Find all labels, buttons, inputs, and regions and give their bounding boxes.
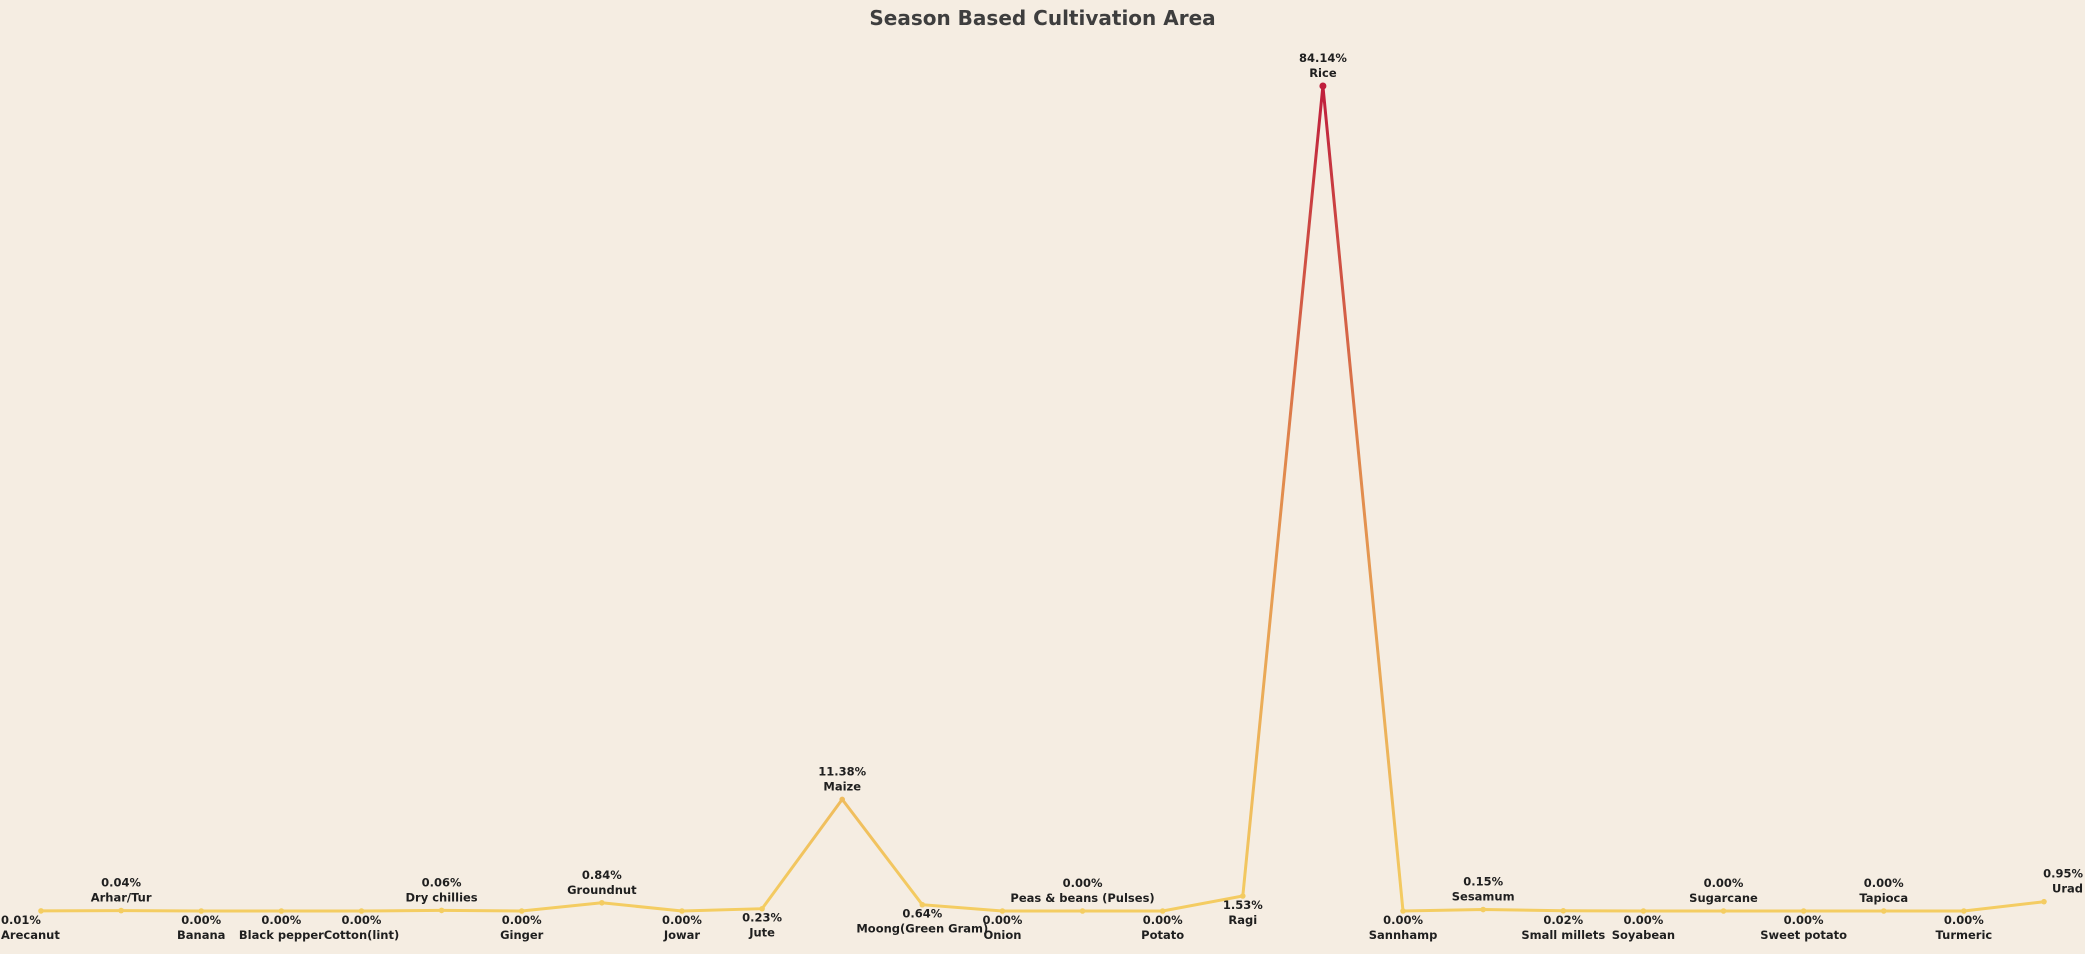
category-label-jute: Jute [748, 926, 775, 940]
category-label-sannhamp: Sannhamp [1369, 928, 1438, 942]
data-point-rice[interactable] [1319, 82, 1327, 90]
data-point-maize[interactable] [839, 796, 845, 803]
value-label-soyabean: 0.00% [1623, 913, 1663, 927]
value-label-urad: 0.95% [2043, 867, 2083, 881]
data-point-small-millets[interactable] [1560, 908, 1567, 914]
data-point-ragi[interactable] [1240, 893, 1246, 899]
value-label-small-millets: 0.02% [1543, 913, 1583, 927]
data-point-moong-green-gram[interactable] [919, 901, 926, 908]
data-point-urad[interactable] [2041, 898, 2047, 905]
category-label-arecanut: Arecanut [1, 928, 60, 942]
data-point-onion[interactable] [999, 908, 1006, 914]
data-point-black-pepper[interactable] [278, 908, 285, 914]
category-label-sugarcane: Sugarcane [1689, 891, 1758, 905]
chart-title: Season Based Cultivation Area [869, 6, 1216, 30]
data-point-banana[interactable] [198, 908, 205, 914]
data-labels-layer: 0.01%Arecanut0.04%Arhar/Tur0.00%Banana0.… [1, 51, 2083, 942]
category-label-maize: Maize [823, 779, 861, 793]
data-point-peas-beans-pulses[interactable] [1079, 908, 1086, 914]
data-point-turmeric[interactable] [1961, 908, 1967, 914]
data-point-cotton-lint[interactable] [358, 908, 365, 914]
value-label-maize: 11.38% [818, 764, 866, 778]
value-label-moong-green-gram: 0.64% [902, 907, 942, 921]
category-label-onion: Onion [983, 928, 1021, 942]
data-point-sweet-potato[interactable] [1800, 908, 1807, 914]
value-label-peas-beans-pulses: 0.00% [1063, 876, 1103, 890]
data-point-dry-chillies[interactable] [438, 907, 445, 914]
category-label-moong-green-gram: Moong(Green Gram) [856, 922, 988, 936]
category-label-ragi: Ragi [1228, 913, 1257, 927]
data-point-arhar-tur[interactable] [118, 907, 124, 914]
value-label-jowar: 0.00% [662, 913, 702, 927]
category-label-banana: Banana [177, 928, 225, 942]
value-label-arecanut: 0.01% [1, 913, 41, 927]
value-label-ginger: 0.00% [502, 913, 542, 927]
value-label-black-pepper: 0.00% [261, 913, 301, 927]
value-label-banana: 0.00% [181, 913, 221, 927]
value-label-jute: 0.23% [742, 911, 782, 925]
value-label-arhar-tur: 0.04% [101, 876, 141, 890]
category-label-soyabean: Soyabean [1612, 928, 1675, 942]
category-label-arhar-tur: Arhar/Tur [91, 891, 152, 905]
value-label-turmeric: 0.00% [1944, 913, 1984, 927]
category-label-sesamum: Sesamum [1452, 890, 1515, 904]
data-point-ginger[interactable] [518, 908, 525, 914]
value-label-sesamum: 0.15% [1463, 875, 1503, 889]
data-point-sannhamp[interactable] [1400, 908, 1406, 914]
value-label-sweet-potato: 0.00% [1784, 913, 1824, 927]
category-label-sweet-potato: Sweet potato [1760, 928, 1847, 942]
value-label-groundnut: 0.84% [582, 868, 622, 882]
category-label-turmeric: Turmeric [1936, 928, 1993, 942]
category-label-groundnut: Groundnut [567, 883, 637, 897]
category-label-dry-chillies: Dry chillies [406, 890, 478, 904]
data-point-soyabean[interactable] [1640, 908, 1647, 914]
category-label-small-millets: Small millets [1521, 928, 1605, 942]
value-label-tapioca: 0.00% [1864, 876, 1904, 890]
data-point-groundnut[interactable] [599, 899, 605, 906]
value-label-potato: 0.00% [1143, 913, 1183, 927]
data-point-jowar[interactable] [679, 908, 685, 914]
category-label-cotton-lint: Cotton(lint) [324, 928, 400, 942]
category-label-tapioca: Tapioca [1859, 891, 1908, 905]
category-label-ginger: Ginger [500, 928, 544, 942]
value-label-onion: 0.00% [982, 913, 1022, 927]
data-point-arecanut[interactable] [38, 908, 44, 914]
data-point-sugarcane[interactable] [1720, 908, 1727, 914]
category-label-peas-beans-pulses: Peas & beans (Pulses) [1010, 891, 1154, 905]
value-label-cotton-lint: 0.00% [342, 913, 382, 927]
value-label-dry-chillies: 0.06% [422, 875, 462, 889]
category-label-urad: Urad [2052, 882, 2083, 896]
data-point-sesamum[interactable] [1480, 906, 1486, 913]
data-point-potato[interactable] [1159, 908, 1166, 914]
category-label-jowar: Jowar [663, 928, 701, 942]
value-label-ragi: 1.53% [1223, 898, 1263, 912]
category-label-rice: Rice [1309, 66, 1337, 80]
value-label-sannhamp: 0.00% [1383, 913, 1423, 927]
category-label-potato: Potato [1141, 928, 1184, 942]
value-label-sugarcane: 0.00% [1704, 876, 1744, 890]
data-point-jute[interactable] [759, 905, 765, 912]
data-points-layer [38, 82, 2047, 914]
value-label-rice: 84.14% [1299, 51, 1347, 65]
data-point-tapioca[interactable] [1880, 908, 1887, 914]
series-line-layer [40, 85, 2045, 913]
series-line [40, 85, 2045, 913]
category-label-black-pepper: Black pepper [239, 928, 324, 942]
